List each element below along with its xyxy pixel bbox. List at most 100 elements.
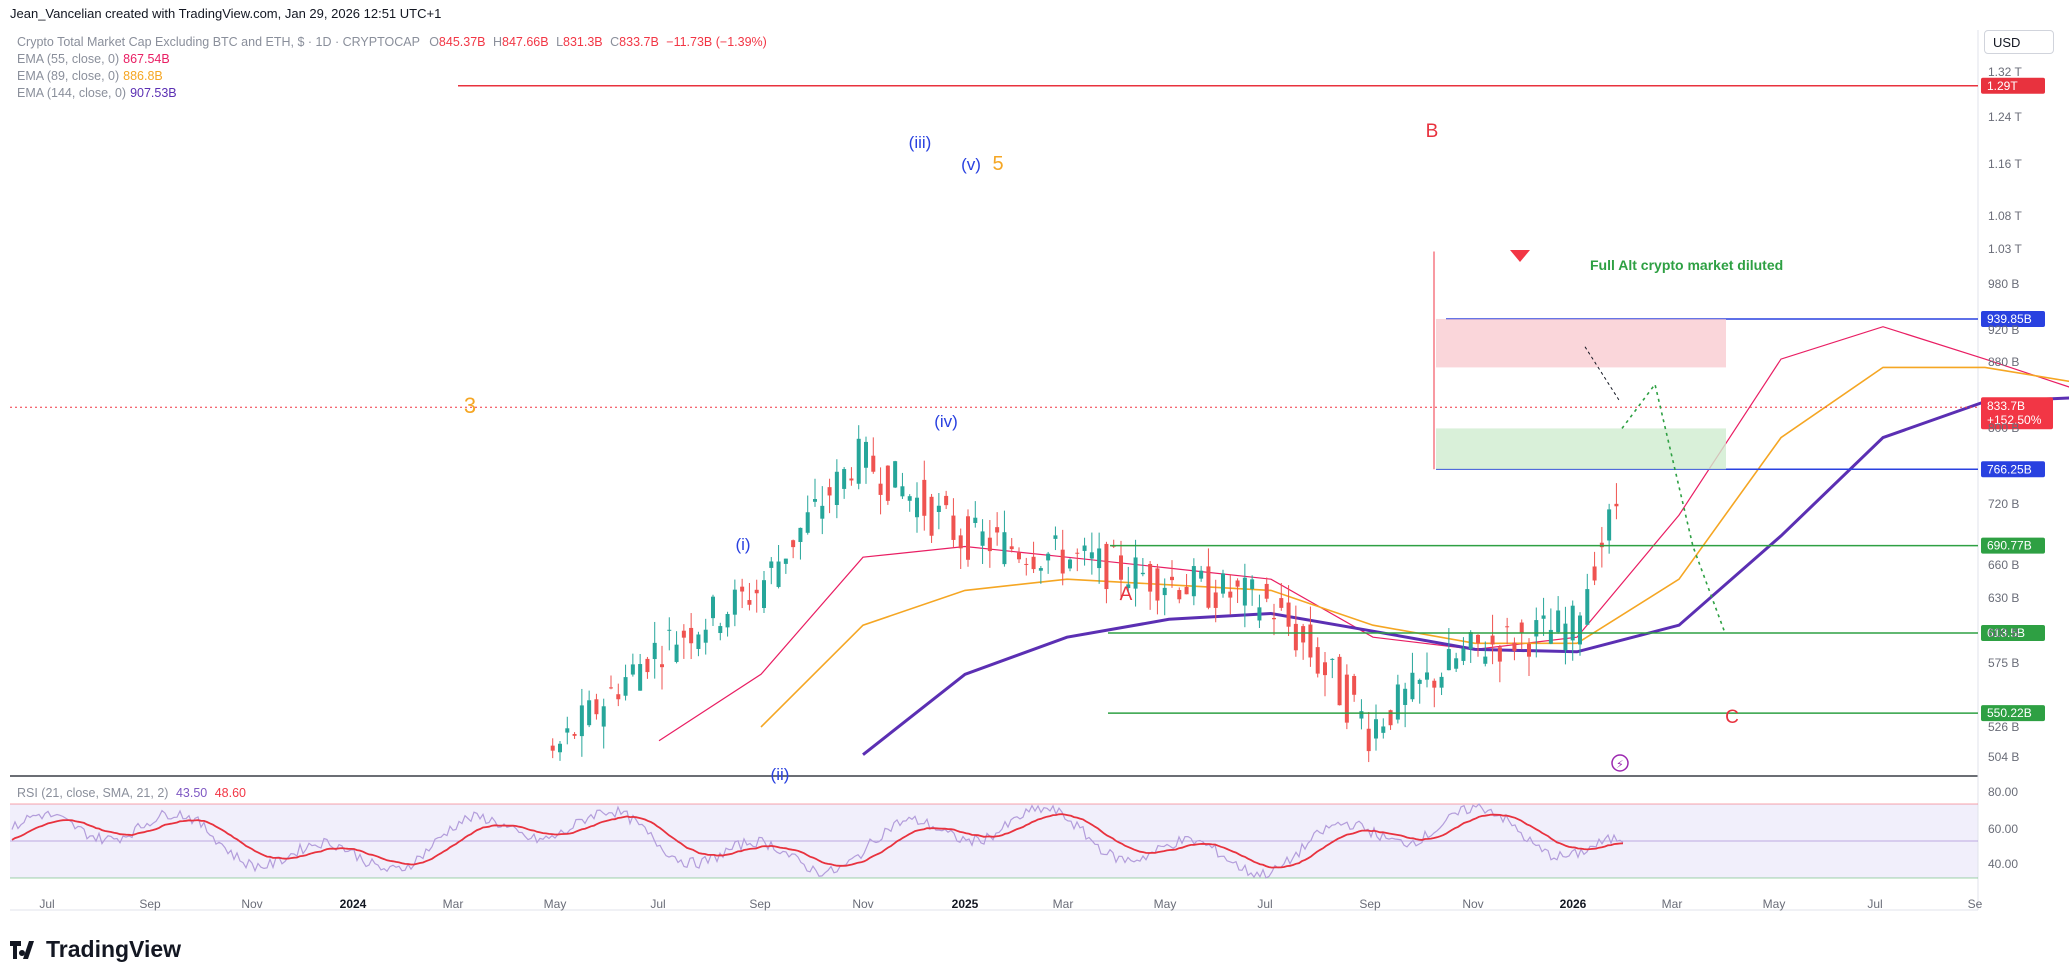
change-value: −11.73B (−1.39%)	[666, 35, 767, 49]
candle-body	[893, 461, 898, 488]
candle-body	[1148, 563, 1153, 592]
candle-body	[944, 495, 949, 506]
candle-body	[616, 694, 621, 700]
candle-body	[565, 728, 570, 733]
x-tick-label: Mar	[1662, 897, 1683, 911]
candle-body	[550, 745, 555, 751]
candle-body	[1009, 546, 1014, 550]
candle-body	[907, 496, 912, 501]
candle-body	[1053, 535, 1058, 539]
tradingview-logo-icon	[10, 940, 34, 959]
wave-label: (iv)	[934, 412, 958, 431]
candle-body	[820, 505, 825, 519]
level-tag	[1981, 537, 2045, 554]
candle-body	[805, 512, 810, 533]
y-tick-label: 1.03 T	[1988, 242, 2022, 256]
y-tick-label: 800 B	[1988, 421, 2019, 435]
alert-icon-glyph: ⚡	[1616, 758, 1624, 771]
high-value: 847.66B	[502, 35, 549, 49]
x-tick-label: 2024	[340, 897, 367, 911]
x-tick-label: Jul	[1257, 897, 1272, 911]
tradingview-wordmark: TradingView	[46, 936, 182, 962]
candle-body	[1483, 656, 1488, 664]
candle-body	[1446, 649, 1451, 671]
level-tag-label: 613.5B	[1987, 626, 2025, 640]
candle-body	[1607, 509, 1612, 541]
y-tick-label: 600 B	[1988, 626, 2019, 640]
currency-selector[interactable]: USD	[1984, 30, 2054, 54]
candle-body	[1439, 676, 1444, 688]
level-tag	[1981, 77, 2045, 94]
candle-body	[754, 589, 759, 594]
candle-body	[732, 589, 737, 615]
y-tick-label: 720 B	[1988, 497, 2019, 511]
projection-path	[1621, 382, 1726, 634]
tradingview-logo[interactable]: TradingView	[10, 936, 181, 963]
rsi-tick-label: 40.00	[1988, 857, 2018, 871]
candle-body	[1191, 566, 1196, 597]
wave-label: (iii)	[909, 133, 932, 152]
level-tag-label: 550.22B	[1987, 706, 2032, 720]
wave-label: B	[1426, 121, 1439, 142]
ema89-legend[interactable]: EMA (89, close, 0) 886.8B	[17, 69, 163, 83]
candle-body	[842, 469, 847, 489]
candle-body	[1089, 552, 1094, 559]
candle-body	[1352, 675, 1357, 695]
candle-body	[1337, 656, 1342, 706]
x-tick-label: Se	[1968, 897, 1983, 911]
ema144-legend[interactable]: EMA (144, close, 0) 907.53B	[17, 86, 177, 100]
y-tick-label: 1.08 T	[1988, 209, 2022, 223]
x-tick-label: Jul	[39, 897, 54, 911]
candle-body	[1323, 662, 1327, 676]
candle-body	[1038, 568, 1043, 571]
candle-body	[1075, 552, 1080, 554]
x-tick-label: Sep	[749, 897, 771, 911]
candle-body	[652, 642, 657, 660]
candle-body	[1097, 548, 1102, 569]
candle-body	[900, 486, 905, 497]
candle-body	[1403, 688, 1408, 705]
candle-body	[798, 527, 803, 543]
candle-body	[1308, 624, 1313, 658]
candle-body	[1556, 610, 1561, 633]
candle-body	[630, 664, 635, 675]
candle-body	[1388, 710, 1393, 726]
candle-body	[711, 596, 715, 619]
ema89-value: 886.8B	[123, 69, 163, 83]
rsi-legend[interactable]: RSI (21, close, SMA, 21, 2) 43.50 48.60	[17, 786, 246, 800]
candle-body	[718, 626, 723, 633]
ema55-legend[interactable]: EMA (55, close, 0) 867.54B	[17, 52, 170, 66]
wave-label: (v)	[961, 155, 981, 174]
candle-body	[1563, 623, 1568, 651]
candle-body	[1432, 680, 1437, 688]
last-price-label: 833.7B	[1987, 399, 2025, 413]
candle-body	[1315, 647, 1320, 674]
candle-body	[1257, 607, 1262, 621]
candle-body	[696, 634, 701, 649]
x-tick-label: Nov	[852, 897, 873, 911]
candle-body	[638, 664, 643, 691]
candle-body	[667, 629, 672, 631]
last-price-change: +152.50%	[1987, 413, 2042, 427]
candle-body	[813, 499, 817, 502]
candle-body	[660, 664, 664, 668]
candle-body	[966, 516, 970, 560]
candle-body	[1534, 620, 1539, 637]
rsi-sma-line	[11, 813, 1624, 869]
candle-body	[1293, 623, 1298, 651]
candle-body	[1082, 545, 1087, 551]
wave-label: (i)	[735, 535, 750, 554]
candle-body	[856, 438, 861, 484]
candle-body	[1578, 615, 1582, 645]
close-value: 833.7B	[619, 35, 659, 49]
resistance-zone	[1436, 318, 1726, 368]
candle-body	[725, 614, 730, 628]
candle-body	[1497, 647, 1502, 662]
candle-body	[1425, 672, 1429, 680]
candle-body	[1585, 589, 1590, 625]
candle-body	[987, 537, 992, 552]
candle-body	[1344, 674, 1349, 723]
x-tick-label: Jul	[650, 897, 665, 911]
y-tick-label: 1.16 T	[1988, 157, 2022, 171]
